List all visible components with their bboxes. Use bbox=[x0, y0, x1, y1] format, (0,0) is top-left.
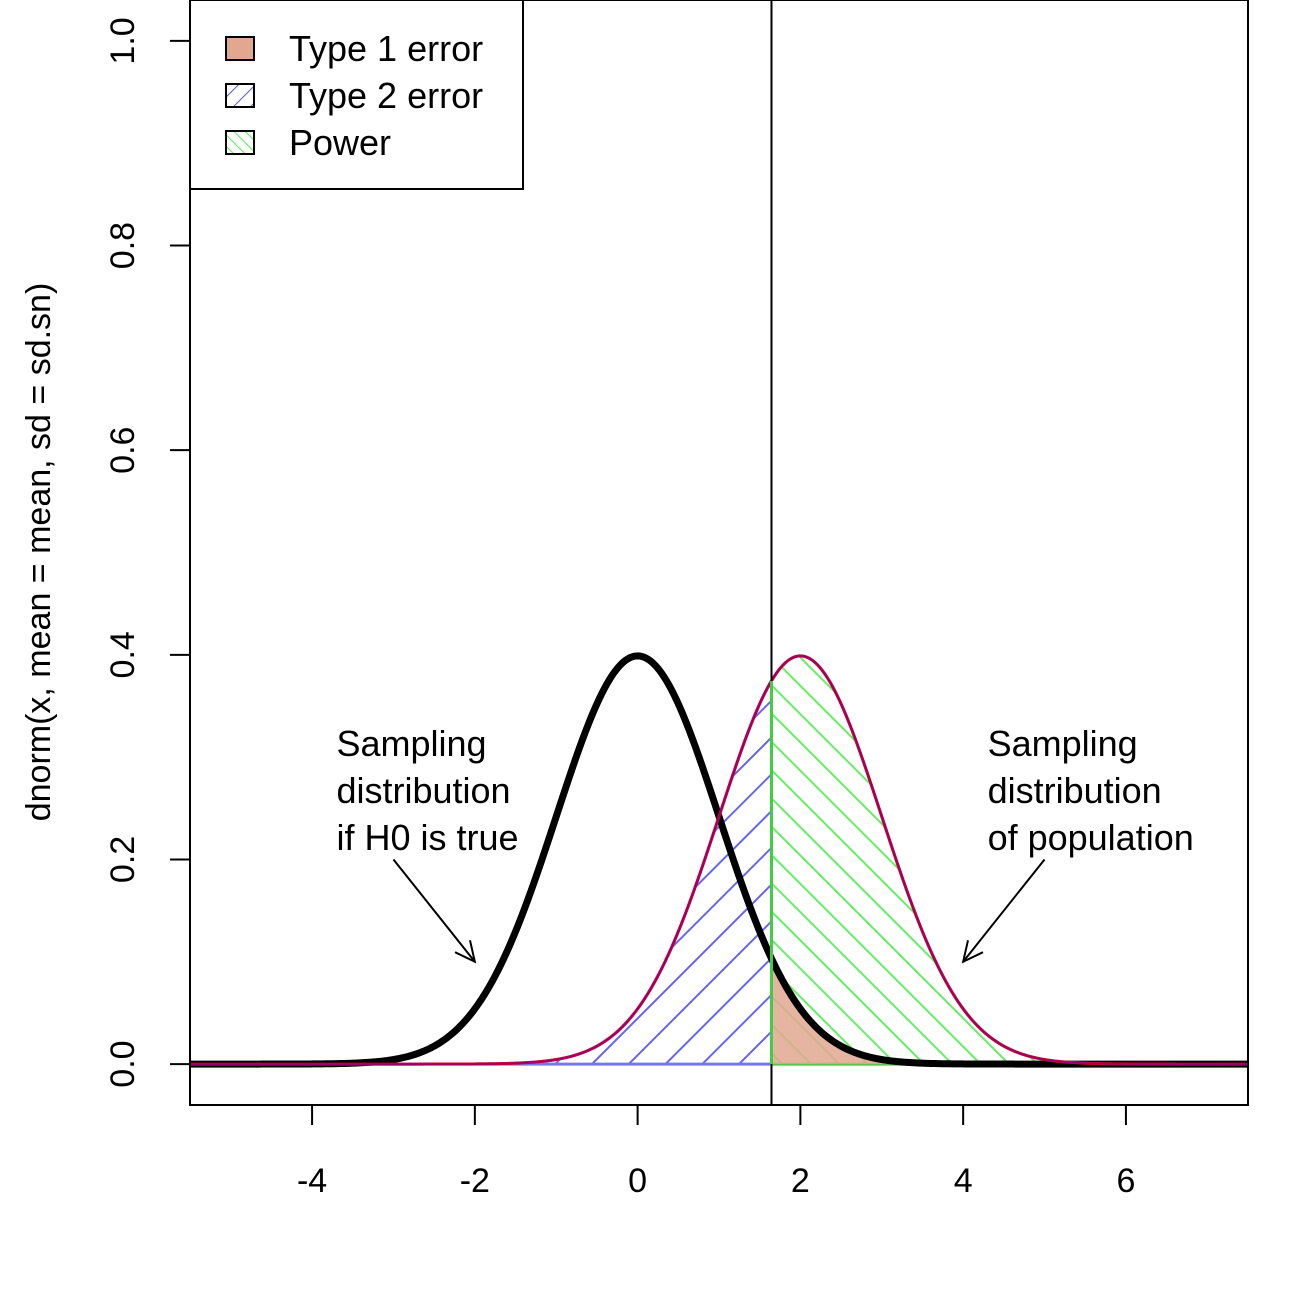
x-tick-label: -2 bbox=[460, 1162, 490, 1200]
annotation-text: distribution bbox=[988, 770, 1162, 811]
x-tick-label: 2 bbox=[791, 1162, 810, 1200]
annotation-text: Sampling bbox=[988, 723, 1138, 764]
annotation-arrowhead bbox=[961, 940, 984, 964]
y-tick-label: 0.4 bbox=[104, 631, 142, 678]
annotation-arrow bbox=[392, 858, 476, 963]
plot-area bbox=[190, 0, 1248, 1105]
annotation-arrow bbox=[962, 858, 1046, 963]
legend-swatch bbox=[225, 83, 255, 108]
y-tick-label: 0.8 bbox=[104, 222, 142, 269]
axes: -4 -2 0 2 4 6 0.0 0.2 0.4 0.6 0.8 1.0 dnorm(x, mean … bbox=[20, 0, 1249, 1200]
alternative-distribution-line-overlay bbox=[190, 655, 1248, 1065]
y-tick-label: 1.0 bbox=[104, 17, 142, 64]
y-tick-label: 0.6 bbox=[104, 427, 142, 474]
annotation-text: if H0 is true bbox=[336, 817, 518, 858]
legend: Type 1 error Type 2 error Power bbox=[189, 0, 524, 190]
legend-swatch bbox=[225, 130, 255, 155]
annotation-text: Sampling bbox=[336, 723, 486, 764]
x-tick-label: 4 bbox=[954, 1162, 973, 1200]
legend-swatch bbox=[225, 36, 255, 61]
y-tick-label: 0.2 bbox=[104, 836, 142, 883]
legend-label: Type 2 error bbox=[289, 75, 483, 116]
annotation: Sampling distribution of population bbox=[961, 723, 1194, 964]
legend-label: Power bbox=[289, 122, 391, 163]
plot-frame bbox=[189, 0, 1249, 1106]
annotation-text: of population bbox=[988, 817, 1194, 858]
y-tick-label: 0.0 bbox=[104, 1040, 142, 1087]
annotation-text: distribution bbox=[336, 770, 510, 811]
legend-label: Type 1 error bbox=[289, 28, 483, 69]
y-axis-title: dnorm(x, mean = mean, sd = sd.sn) bbox=[20, 283, 58, 822]
power-area bbox=[769, 654, 1248, 1066]
annotation-arrowhead bbox=[454, 940, 477, 964]
x-tick-label: 6 bbox=[1116, 1162, 1135, 1200]
x-tick-label: 0 bbox=[628, 1162, 647, 1200]
annotation: Sampling distribution if H0 is true bbox=[336, 723, 519, 964]
x-tick-label: -4 bbox=[297, 1162, 327, 1200]
type1-error-area bbox=[771, 958, 1248, 1065]
